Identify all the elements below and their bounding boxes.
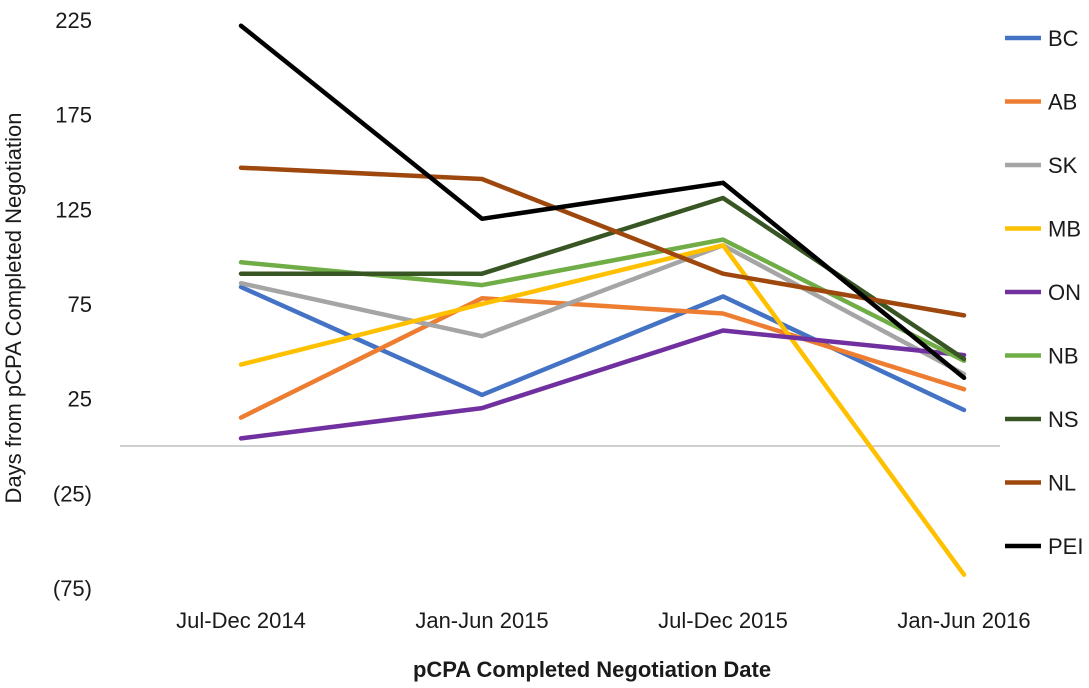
legend-label-ns: NS: [1048, 407, 1079, 432]
legend-label-bc: BC: [1048, 26, 1079, 51]
y-tick-label: 225: [55, 8, 92, 33]
y-tick-label: (75): [53, 576, 92, 601]
series-line-ab: [238, 296, 967, 420]
y-tick-label: 125: [55, 197, 92, 222]
series-lines: [238, 23, 967, 577]
legend-label-sk: SK: [1048, 153, 1078, 178]
legend-label-mb: MB: [1048, 217, 1081, 242]
y-tick-label: 25: [68, 387, 92, 412]
x-axis-ticks: Jul-Dec 2014 Jan-Jun 2015 Jul-Dec 2015 Jan-…: [176, 608, 1030, 633]
legend: BC AB SK MB ON NB NS NL PEI: [1005, 26, 1083, 559]
series-line-nl: [238, 165, 967, 318]
series-line-mb: [238, 243, 967, 577]
y-tick-label: 175: [55, 103, 92, 128]
x-tick-label: Jul-Dec 2015: [658, 608, 788, 633]
legend-label-on: ON: [1048, 280, 1081, 305]
series-line-pei: [238, 23, 967, 381]
legend-label-ab: AB: [1048, 90, 1077, 115]
x-tick-label: Jul-Dec 2014: [176, 608, 306, 633]
y-tick-label: (25): [53, 481, 92, 506]
x-axis-label: pCPA Completed Negotiation Date: [413, 657, 771, 682]
y-axis-label: Days from pCPA Completed Negotiation: [1, 113, 26, 504]
series-line-on: [238, 328, 967, 441]
legend-label-nb: NB: [1048, 344, 1079, 369]
legend-label-pei: PEI: [1048, 534, 1083, 559]
y-axis-ticks: 225 175 125 75 25 (25) (75): [53, 8, 92, 601]
y-tick-label: 75: [68, 292, 92, 317]
x-tick-label: Jan-Jun 2016: [897, 608, 1030, 633]
series-line-sk: [238, 243, 967, 377]
x-tick-label: Jan-Jun 2015: [415, 608, 548, 633]
legend-label-nl: NL: [1048, 471, 1076, 496]
